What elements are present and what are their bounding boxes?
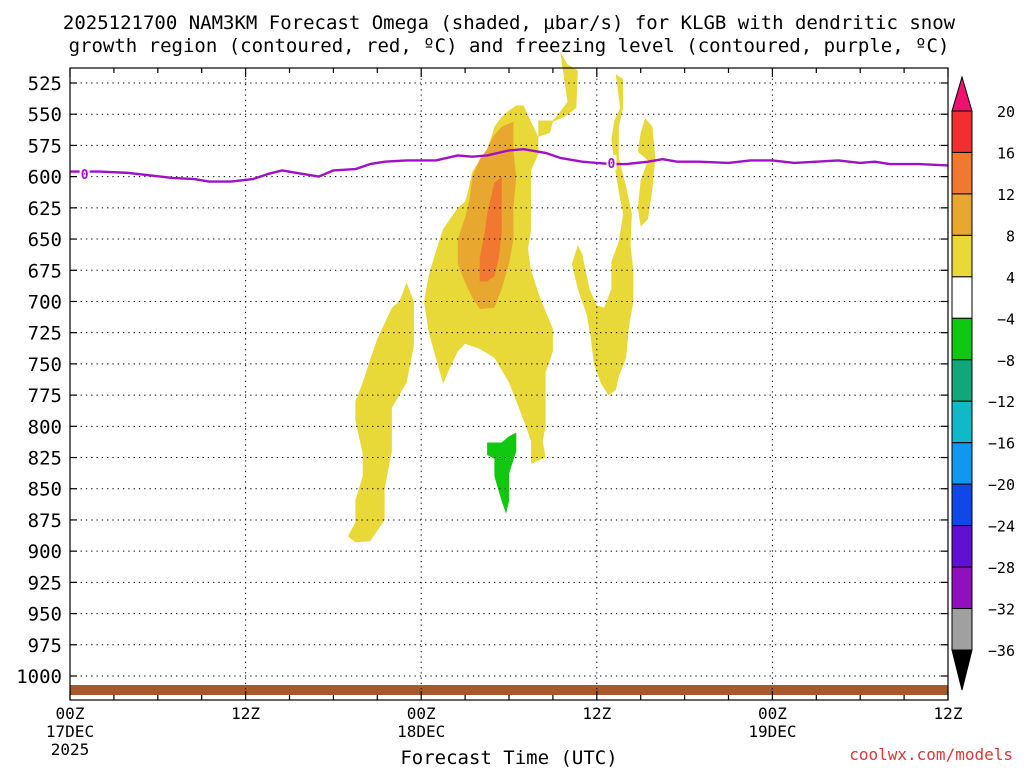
y-tick-label: 875 <box>28 510 62 532</box>
colorbar-label: 16 <box>997 144 1015 162</box>
surface-strip <box>70 685 948 695</box>
colorbar-segment <box>951 608 973 651</box>
colorbar-segment <box>951 566 973 610</box>
omega-area-7 <box>487 432 517 514</box>
colorbar-label: −16 <box>988 435 1015 453</box>
chart-title-line-2: growth region (contoured, red, ºC) and f… <box>69 35 950 57</box>
y-tick-label: 675 <box>28 260 62 282</box>
plot-area: 00 5255505756006256506757007257507758008… <box>16 51 963 759</box>
omega-area-6 <box>479 176 502 282</box>
x-tick-label: 00Z <box>758 704 787 723</box>
x-tick-label: 2025 <box>51 740 90 759</box>
x-tick-label: 00Z <box>407 704 436 723</box>
y-tick-label: 575 <box>28 135 62 157</box>
colorbar-label: −28 <box>988 559 1015 577</box>
freezing-level-line <box>70 148 949 183</box>
x-tick-label: 19DEC <box>748 722 796 741</box>
y-tick-label: 550 <box>28 104 62 126</box>
colorbar-label: −20 <box>988 476 1015 494</box>
omega-shading <box>348 51 656 543</box>
colorbar-segment <box>951 359 973 402</box>
y-tick-label: 925 <box>28 572 62 594</box>
colorbar-segment <box>951 525 973 568</box>
y-tick-label: 825 <box>28 448 62 470</box>
freezing-level-label-1: 0 <box>608 157 616 172</box>
colorbar-label: −8 <box>997 352 1015 370</box>
colorbar-label: 4 <box>1006 269 1015 287</box>
y-tick-label: 975 <box>28 635 62 657</box>
x-tick-label: 12Z <box>934 704 963 723</box>
colorbar-label: −12 <box>988 393 1015 411</box>
y-tick-label: 800 <box>28 416 62 438</box>
y-tick-label: 650 <box>28 229 62 251</box>
x-tick-label: 12Z <box>582 704 611 723</box>
y-tick-label: 1000 <box>16 666 62 688</box>
colorbar-label: −36 <box>988 642 1015 660</box>
y-tick-label: 850 <box>28 479 62 501</box>
chart-title-line-1: 2025121700 NAM3KM Forecast Omega (shaded… <box>63 12 956 34</box>
freezing-level-label-0: 0 <box>81 168 89 183</box>
colorbar-segment <box>951 193 973 236</box>
y-tick-label: 750 <box>28 354 62 376</box>
y-tick-label: 725 <box>28 323 62 345</box>
contour-label-bg <box>606 154 617 170</box>
colorbar-segment <box>951 442 973 485</box>
colorbar-segment <box>951 110 973 153</box>
omega-area-3 <box>571 74 634 396</box>
colorbar-label: −24 <box>988 518 1015 536</box>
ground-surface <box>70 685 948 695</box>
x-tick-label: 00Z <box>56 704 85 723</box>
colorbar-label: 8 <box>1006 227 1015 245</box>
watermark: coolwx.com/models <box>849 745 1013 764</box>
y-tick-label: 600 <box>28 167 62 189</box>
colorbar-segment <box>951 483 973 527</box>
y-tick-label: 950 <box>28 604 62 626</box>
colorbar-label: −32 <box>988 601 1015 619</box>
omega-area-2 <box>538 51 578 137</box>
freezing-level-contour: 00 <box>70 148 949 183</box>
y-axis-ticks: 525 550 575 600 625 650 675 700 725 750 775 800 825 8… <box>16 73 948 688</box>
colorbar-label: −4 <box>997 310 1015 328</box>
omega-area-4 <box>637 118 656 227</box>
colorbar-segment <box>951 276 973 319</box>
colorbar-segment <box>951 234 973 278</box>
colorbar-segment <box>951 151 973 195</box>
y-tick-label: 775 <box>28 385 62 407</box>
y-tick-label: 625 <box>28 198 62 220</box>
x-tick-label: 18DEC <box>397 722 445 741</box>
y-tick-label: 900 <box>28 541 62 563</box>
contour-label-bg <box>79 166 90 182</box>
dotted-grid <box>70 68 948 700</box>
colorbar: 20 16 12 8 4 −4 −8 −12 −16 −20 −24 −28 −32 −36 <box>951 75 1015 691</box>
x-axis-label: Forecast Time (UTC) <box>400 747 617 768</box>
colorbar-bottom-arrow <box>951 649 973 691</box>
y-tick-label: 525 <box>28 73 62 95</box>
colorbar-label: 20 <box>997 103 1015 121</box>
y-tick-label: 700 <box>28 291 62 313</box>
colorbar-label: 12 <box>997 186 1015 204</box>
x-tick-label: 12Z <box>231 704 260 723</box>
x-tick-label: 17DEC <box>46 722 94 741</box>
omega-area-0 <box>348 282 414 543</box>
colorbar-segment <box>951 400 973 444</box>
colorbar-top-arrow <box>951 75 973 112</box>
colorbar-segment <box>951 317 973 361</box>
